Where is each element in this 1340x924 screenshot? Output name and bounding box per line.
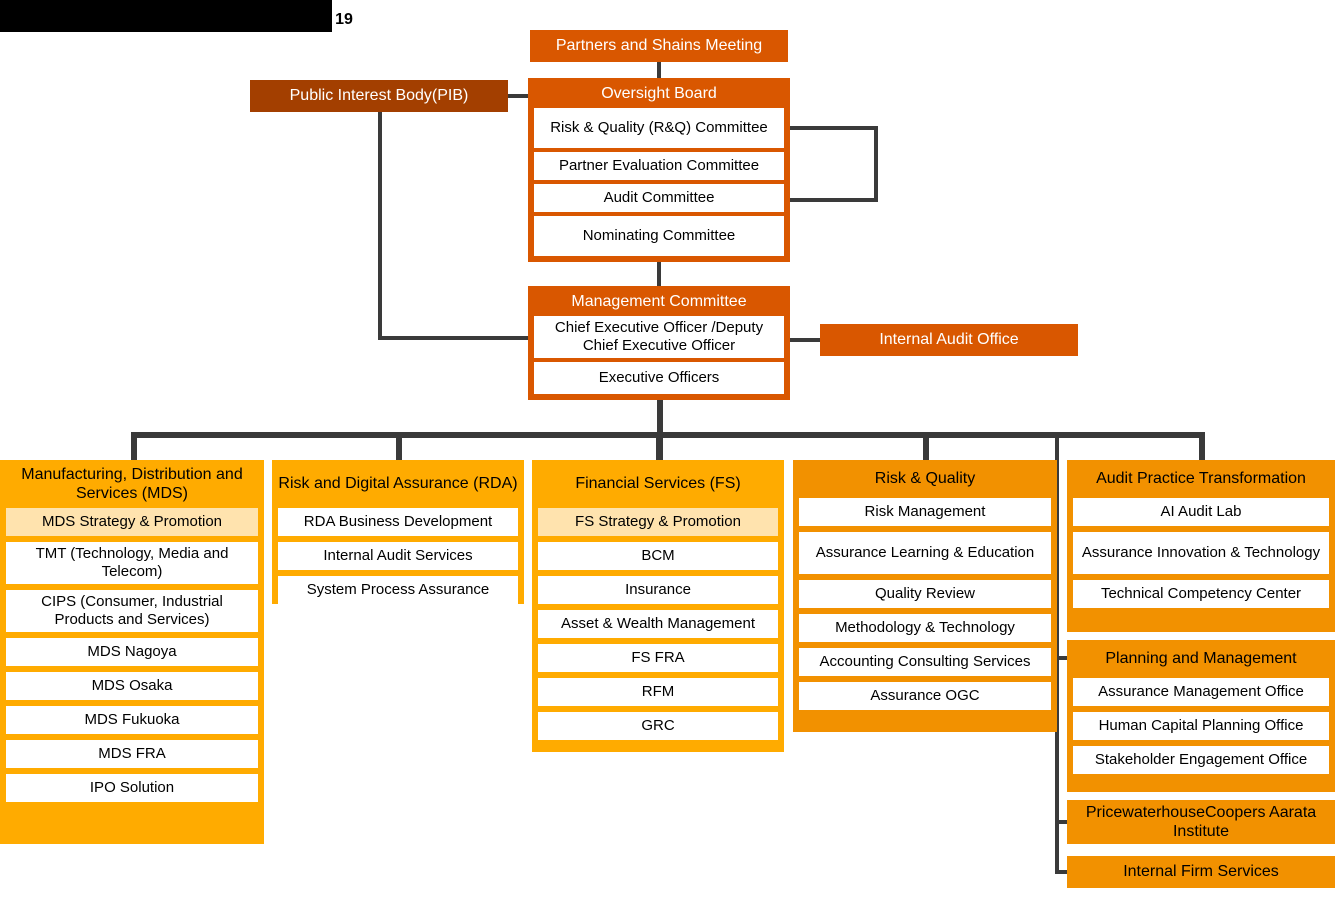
connector [131,432,137,462]
num19: 19 [332,8,356,32]
mds_title: Manufacturing, Distribution and Services… [0,462,264,506]
insurance: Insurance [538,576,778,604]
ait: Assurance Innovation & Technology [1073,532,1329,574]
connector [790,338,820,342]
connector [874,126,878,202]
pib: Public Interest Body(PIB) [250,80,508,112]
exec_officers: Executive Officers [534,362,784,394]
connector [508,94,530,98]
connector [790,126,878,130]
mds_bottom [0,802,264,844]
rq_committee: Risk & Quality (R&Q) Committee [534,108,784,148]
mgmt_title: Management Committee [528,288,790,316]
nominating: Nominating Committee [534,216,784,256]
ogc: Assurance OGC [799,682,1051,710]
risk_mgmt: Risk Management [799,498,1051,526]
rq_title: Risk & Quality [793,462,1057,496]
connector [790,198,878,202]
partner_eval: Partner Evaluation Committee [534,152,784,180]
connector [1199,432,1205,462]
apt_title: Audit Practice Transformation [1067,462,1335,496]
ai_audit: AI Audit Lab [1073,498,1329,526]
hcpo: Human Capital Planning Office [1073,712,1329,740]
mds_osaka: MDS Osaka [6,672,258,700]
bcm: BCM [538,542,778,570]
connector [131,432,1201,438]
connector [657,62,661,78]
partners: Partners and Shains Meeting [530,30,788,62]
mds_strategy: MDS Strategy & Promotion [6,508,258,536]
org-chart-stage: 19 Partners and Shains Meeting Public Inte… [0,0,1340,924]
fs_fra: FS FRA [538,644,778,672]
awm: Asset & Wealth Management [538,610,778,638]
tcc: Technical Competency Center [1073,580,1329,608]
ipo: IPO Solution [6,774,258,802]
cips: CIPS (Consumer, Industrial Products and … [6,590,258,632]
seo: Stakeholder Engagement Office [1073,746,1329,774]
connector [657,262,661,286]
acs: Accounting Consulting Services [799,648,1051,676]
connector [923,432,929,462]
connector [656,432,662,462]
internal_audit: Internal Audit Office [820,324,1078,356]
fs_title: Financial Services (FS) [532,462,784,506]
oversight_title: Oversight Board [528,80,790,108]
grc: GRC [538,712,778,740]
pwc_inst: PricewaterhouseCoopers Aarata Institute [1067,800,1335,844]
fs_strategy: FS Strategy & Promotion [538,508,778,536]
mds_nagoya: MDS Nagoya [6,638,258,666]
connector [378,112,382,338]
method_tech: Methodology & Technology [799,614,1051,642]
connector [378,336,530,340]
rfm: RFM [538,678,778,706]
spa: System Process Assurance [278,576,518,604]
connector [396,432,402,462]
mds_fukuoka: MDS Fukuoka [6,706,258,734]
ifs: Internal Firm Services [1067,856,1335,888]
ias: Internal Audit Services [278,542,518,570]
tmt: TMT (Technology, Media and Telecom) [6,542,258,584]
audit_committee: Audit Committee [534,184,784,212]
pm_title: Planning and Management [1067,642,1335,676]
quality_review: Quality Review [799,580,1051,608]
ale: Assurance Learning & Education [799,532,1051,574]
mds_fra: MDS FRA [6,740,258,768]
rda_bizdev: RDA Business Development [278,508,518,536]
rda_title: Risk and Digital Assurance (RDA) [272,462,524,506]
black_bar [0,0,332,32]
amo: Assurance Management Office [1073,678,1329,706]
ceo: Chief Executive Officer /Deputy Chief Ex… [534,316,784,358]
